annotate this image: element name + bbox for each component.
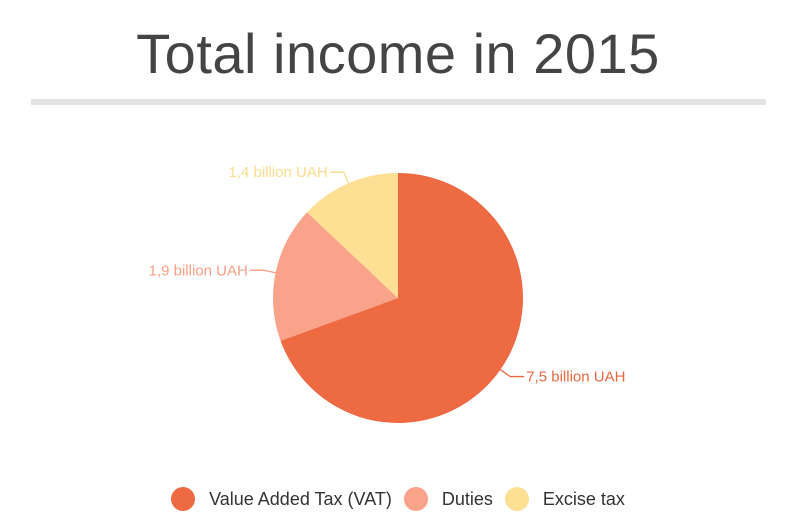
- chart-legend: Value Added Tax (VAT) Duties Excise tax: [0, 484, 796, 514]
- slice-label-excise: 1,4 billion UAH: [229, 164, 328, 181]
- leader-line-duties: [249, 269, 276, 274]
- slice-label-vat: 7,5 billion UAH: [526, 369, 625, 386]
- legend-swatch-vat: [171, 487, 196, 511]
- title-divider: [31, 99, 766, 105]
- pie-slice-duties[interactable]: [273, 212, 398, 341]
- leader-line-excise: [329, 171, 350, 184]
- legend-label-vat: Value Added Tax (VAT): [209, 488, 392, 509]
- chart-title: Total income in 2015: [136, 22, 660, 85]
- legend-label-duties: Duties: [441, 488, 493, 509]
- slice-labels: 7,5 billion UAH 1,9 billion UAH 1,4 billio…: [149, 164, 626, 385]
- leader-line-vat: [500, 369, 525, 378]
- slice-label-duties: 1,9 billion UAH: [149, 262, 248, 279]
- pie-slice-excise[interactable]: [307, 173, 398, 298]
- pie-chart: 7,5 billion UAH 1,9 billion UAH 1,4 billio…: [149, 164, 626, 423]
- label-leader-lines: [249, 171, 525, 378]
- pie-slice-vat[interactable]: [280, 173, 523, 423]
- legend-swatch-duties: [403, 487, 428, 511]
- legend-item-excise[interactable]: Excise tax: [504, 487, 625, 511]
- legend-label-excise: Excise tax: [542, 488, 625, 509]
- pie-slices: [273, 173, 523, 423]
- legend-item-duties[interactable]: Duties: [403, 487, 493, 511]
- legend-swatch-excise: [504, 487, 529, 511]
- legend-item-vat[interactable]: Value Added Tax (VAT): [171, 487, 392, 511]
